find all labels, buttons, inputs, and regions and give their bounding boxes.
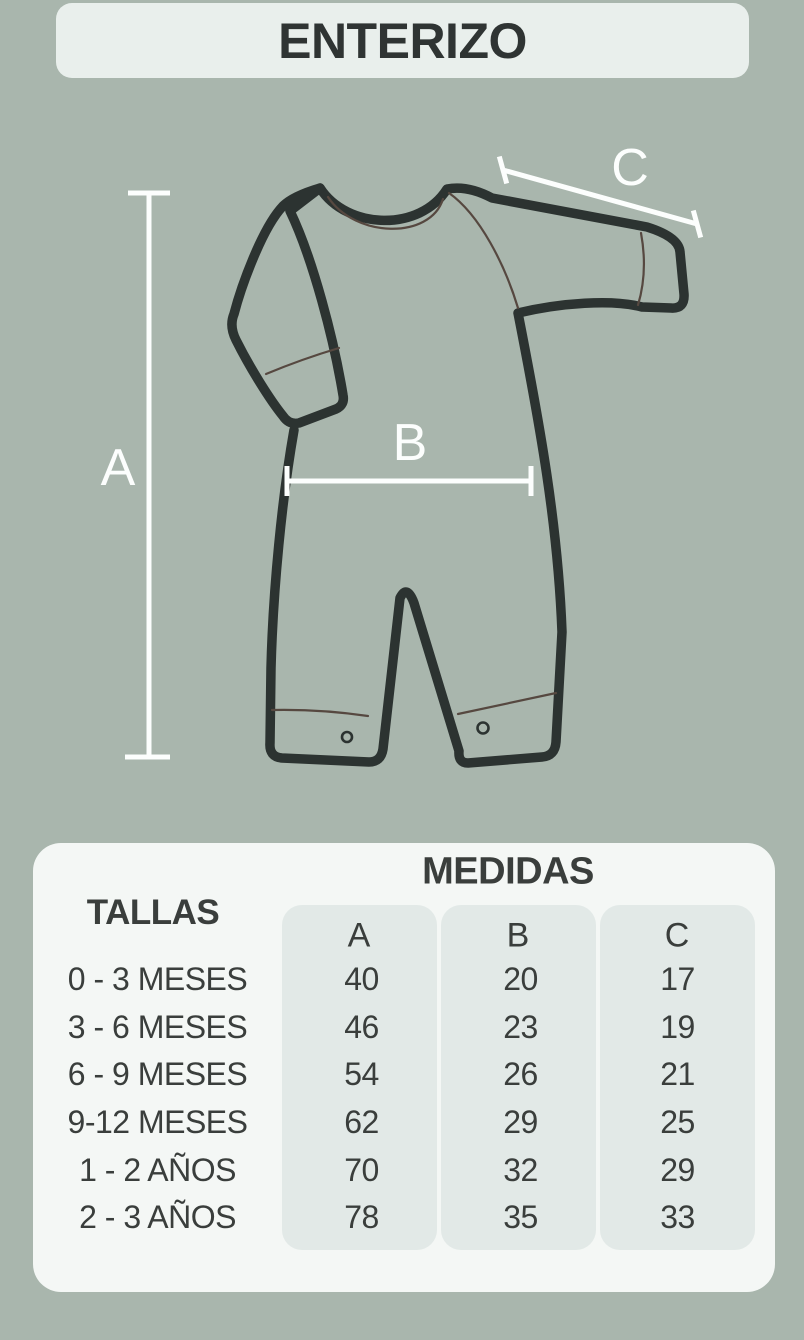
column-pill-a (282, 905, 437, 1250)
dim-a-label: A (100, 439, 136, 497)
left-leg-cuff-seam (270, 708, 370, 718)
value-b: 23 (503, 1008, 538, 1045)
size-label: 9-12 MESES (67, 1104, 248, 1141)
table-row: 2 - 3 AÑOS 78 35 33 (33, 1194, 775, 1242)
size-label: 2 - 3 AÑOS (79, 1199, 236, 1236)
value-a: 46 (344, 1008, 379, 1045)
value-b: 20 (503, 961, 538, 998)
dim-b-line (284, 466, 534, 496)
romper-outline (265, 183, 689, 768)
size-label: 0 - 3 MESES (67, 961, 248, 998)
medidas-header: MEDIDAS (422, 850, 594, 893)
value-c: 29 (660, 1151, 695, 1188)
value-b: 32 (503, 1151, 538, 1188)
column-pill-c (600, 905, 755, 1250)
dim-c-line (496, 155, 704, 239)
dim-b-label: B (392, 414, 428, 472)
size-label: 6 - 9 MESES (67, 1056, 248, 1093)
column-pill-b (441, 905, 596, 1250)
table-row: 6 - 9 MESES 54 26 21 (33, 1051, 775, 1099)
right-raglan-seam (447, 191, 520, 310)
value-c: 21 (660, 1056, 695, 1093)
size-label: 3 - 6 MESES (67, 1008, 248, 1045)
dim-c-label: C (611, 139, 649, 197)
left-cuff-seam (264, 346, 341, 376)
column-header-a: A (347, 916, 371, 955)
value-b: 29 (503, 1104, 538, 1141)
dim-a-line (125, 190, 170, 760)
table-row: 9-12 MESES 62 29 25 (33, 1099, 775, 1147)
column-header-c: C (664, 916, 690, 955)
right-cuff-seam (636, 231, 645, 307)
collar-seam (326, 195, 445, 230)
value-a: 78 (344, 1199, 379, 1236)
right-snap (476, 721, 490, 735)
column-header-b: B (506, 916, 530, 955)
left-snap (340, 730, 354, 744)
size-label: 1 - 2 AÑOS (79, 1151, 236, 1188)
table-row: 3 - 6 MESES 46 23 19 (33, 1004, 775, 1052)
page-title: ENTERIZO (278, 12, 527, 69)
tallas-header: TALLAS (86, 893, 220, 932)
size-table-panel: MEDIDAS TALLAS A B C 0 - 3 MESES 40 20 1… (33, 843, 775, 1292)
value-c: 19 (660, 1008, 695, 1045)
value-b: 35 (503, 1199, 538, 1236)
header-panel: ENTERIZO (56, 3, 749, 78)
table-row: 0 - 3 MESES 40 20 17 (33, 956, 775, 1004)
right-leg-cuff-seam (456, 691, 558, 716)
left-sleeve-outline (227, 183, 349, 429)
size-rows: 0 - 3 MESES 40 20 17 3 - 6 MESES 46 23 1… (33, 956, 775, 1242)
value-c: 33 (660, 1199, 695, 1236)
table-row: 1 - 2 AÑOS 70 32 29 (33, 1146, 775, 1194)
value-b: 26 (503, 1056, 538, 1093)
value-a: 70 (344, 1151, 379, 1188)
value-c: 25 (660, 1104, 695, 1141)
value-a: 40 (344, 961, 379, 998)
value-a: 62 (344, 1104, 379, 1141)
value-a: 54 (344, 1056, 379, 1093)
value-c: 17 (660, 961, 695, 998)
